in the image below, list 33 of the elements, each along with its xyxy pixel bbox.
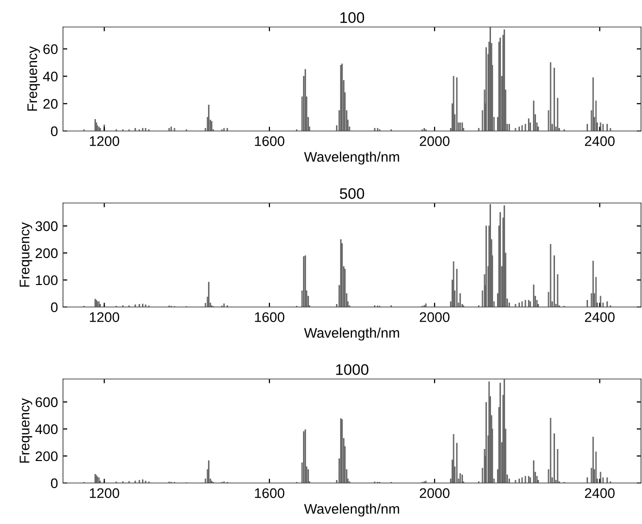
x-tick-label: 1600	[255, 136, 284, 146]
y-axis-title: Frequency	[20, 398, 32, 463]
chart-title: 500	[340, 188, 364, 199]
y-tick-label: 100	[36, 275, 58, 286]
x-tick-label: 2000	[420, 488, 450, 498]
x-axis-title: Wavelength/nm	[304, 328, 400, 341]
chart-title: 100	[340, 12, 364, 23]
chart-title: 1000	[336, 364, 368, 375]
x-tick-label: 2400	[584, 136, 615, 146]
y-tick-label: 40	[43, 72, 58, 82]
x-tick-label: 2000	[420, 312, 450, 322]
y-tick-label: 300	[36, 221, 58, 232]
x-axis-title: Wavelength/nm	[304, 504, 400, 517]
y-tick-label: 0	[50, 126, 58, 136]
x-tick-label: 1600	[255, 488, 284, 498]
y-tick-label: 0	[50, 478, 58, 488]
x-tick-label: 2000	[420, 136, 450, 146]
x-tick-label: 2400	[584, 312, 615, 322]
y-tick-label: 600	[36, 397, 58, 408]
x-tick-label: 1200	[90, 136, 120, 146]
y-axis-title: Frequency	[20, 222, 32, 287]
y-tick-label: 0	[50, 302, 58, 312]
y-tick-label: 200	[36, 451, 58, 462]
y-tick-label: 400	[35, 424, 58, 434]
x-tick-label: 1200	[90, 312, 120, 322]
y-tick-label: 20	[43, 98, 58, 109]
y-tick-label: 60	[43, 44, 58, 54]
x-tick-label: 1600	[255, 312, 284, 322]
x-tick-label: 2400	[584, 488, 615, 498]
y-tick-label: 200	[36, 248, 58, 258]
x-tick-label: 1200	[90, 488, 120, 498]
x-axis-title: Wavelength/nm	[304, 152, 400, 165]
y-axis-title: Frequency	[27, 46, 40, 111]
